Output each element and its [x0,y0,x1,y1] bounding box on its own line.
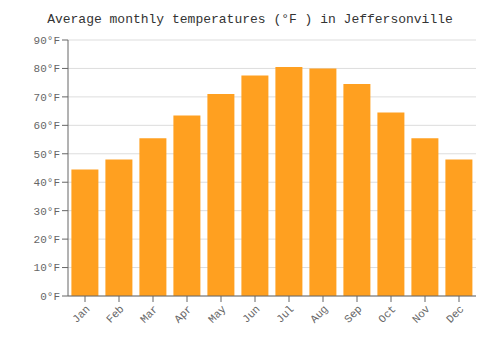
svg-text:Nov: Nov [410,303,433,326]
svg-text:Feb: Feb [104,303,126,325]
svg-text:May: May [206,303,229,326]
svg-text:0°F: 0°F [40,291,60,303]
svg-text:40°F: 40°F [34,177,60,189]
svg-text:Aug: Aug [308,303,330,325]
svg-text:60°F: 60°F [34,120,60,132]
svg-text:50°F: 50°F [34,149,60,161]
svg-text:Apr: Apr [172,303,194,325]
svg-text:Dec: Dec [444,303,466,325]
svg-text:Jul: Jul [274,303,296,325]
svg-text:80°F: 80°F [34,63,60,75]
svg-text:70°F: 70°F [34,92,60,104]
svg-text:Jan: Jan [70,303,92,325]
svg-text:Jun: Jun [240,303,262,325]
svg-text:30°F: 30°F [34,206,60,218]
svg-text:Mar: Mar [138,303,160,325]
svg-text:10°F: 10°F [34,262,60,274]
svg-text:20°F: 20°F [34,234,60,246]
svg-text:90°F: 90°F [34,35,60,47]
svg-text:Sep: Sep [342,303,364,325]
svg-text:Oct: Oct [376,303,398,325]
html-text:Average monthly temperatures (: Average monthly temperatures (°F ) in Je… [47,12,453,27]
